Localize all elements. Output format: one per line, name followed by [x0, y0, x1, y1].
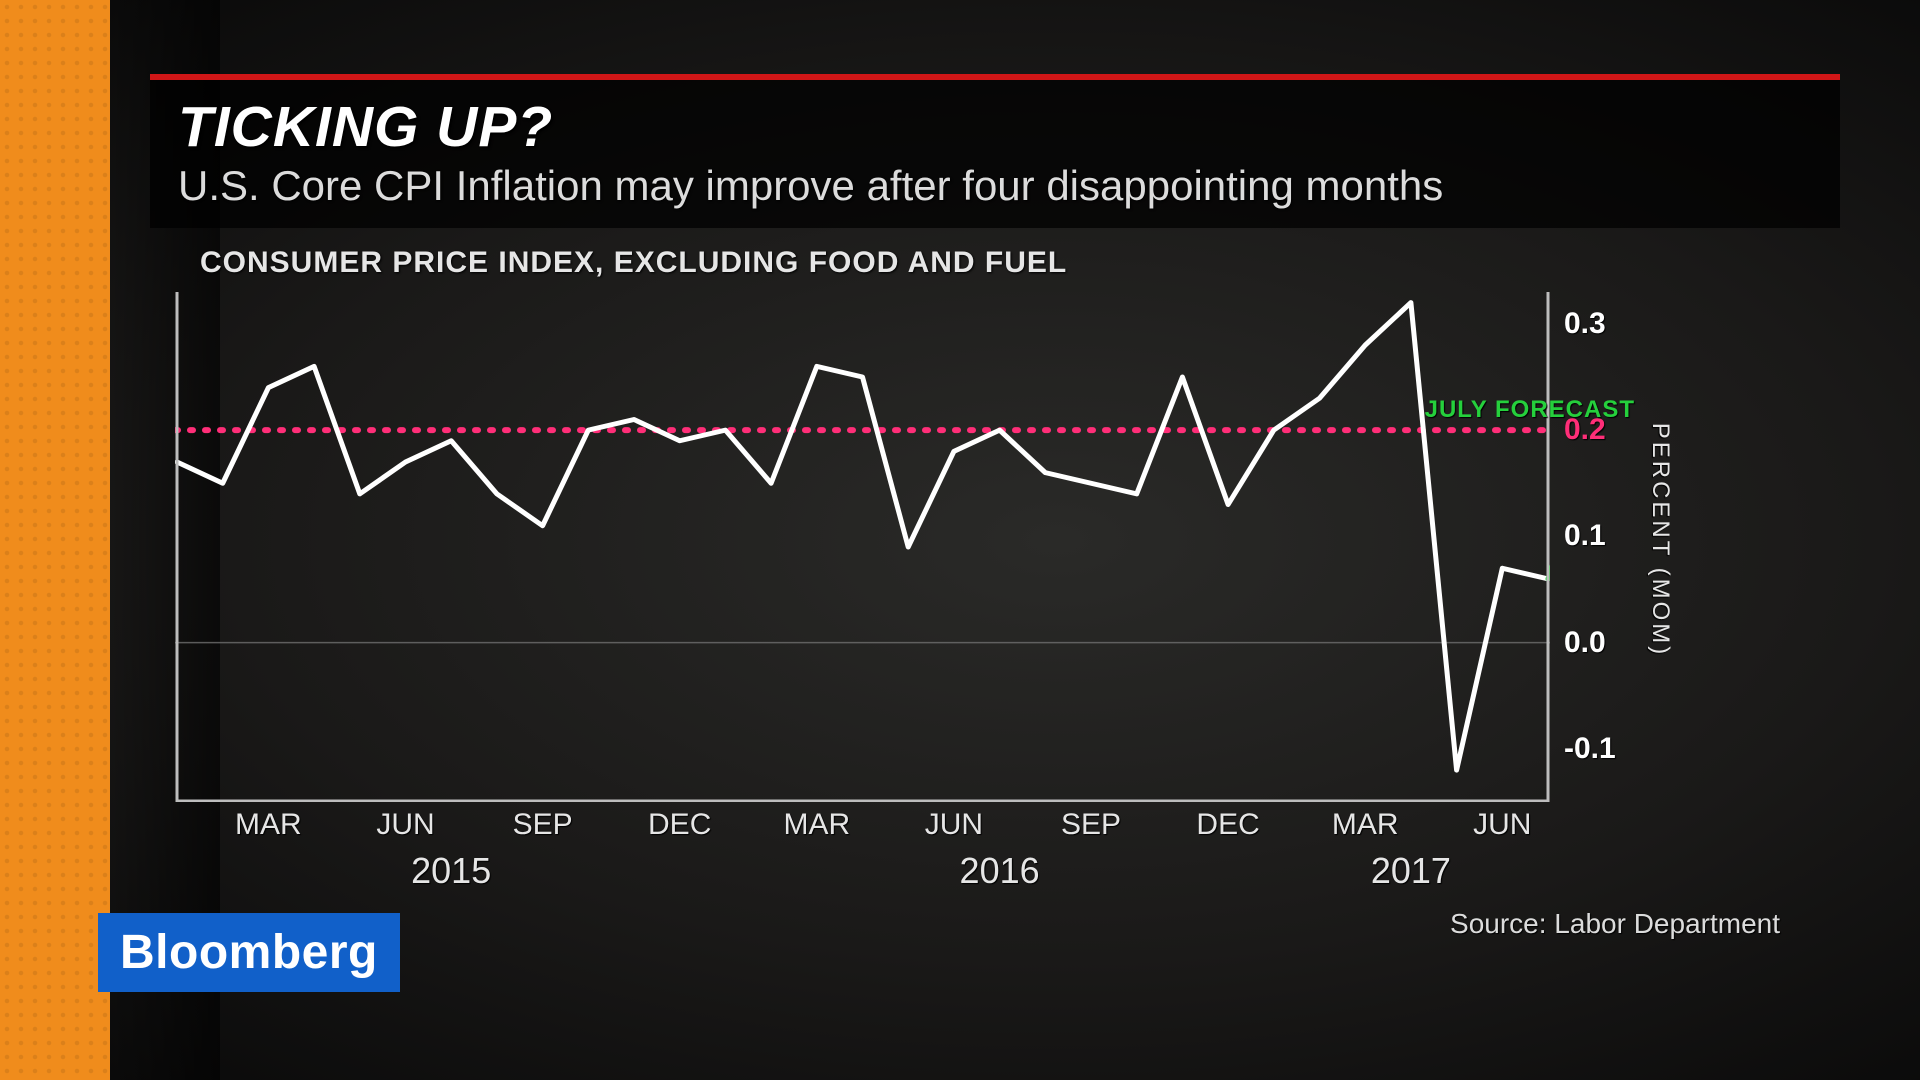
chart-source: Source: Labor Department [1450, 908, 1780, 940]
y-tick: -0.1 [1564, 732, 1616, 766]
forecast-label: JULY FORECAST [1425, 396, 1635, 424]
chart-svg [175, 292, 1550, 802]
x-tick: JUN [1473, 808, 1531, 842]
x-year: 2015 [411, 850, 491, 892]
x-tick: DEC [648, 808, 711, 842]
x-tick: SEP [1061, 808, 1121, 842]
left-accent-strip [0, 0, 110, 1080]
x-tick: JUN [925, 808, 983, 842]
x-tick: MAR [235, 808, 302, 842]
y-tick: 0.0 [1564, 626, 1606, 660]
bloomberg-logo: Bloomberg [98, 913, 400, 992]
y-tick: 0.3 [1564, 307, 1606, 341]
x-tick: SEP [513, 808, 573, 842]
x-year: 2016 [960, 850, 1040, 892]
y-tick: 0.1 [1564, 519, 1606, 553]
x-tick: JUN [376, 808, 434, 842]
y-axis: -0.10.00.10.20.3 [1560, 292, 1640, 802]
page-subtitle: U.S. Core CPI Inflation may improve afte… [178, 162, 1812, 210]
x-tick: DEC [1196, 808, 1259, 842]
x-tick: MAR [1332, 808, 1399, 842]
y-axis-label: PERCENT (MOM) [1646, 423, 1674, 658]
x-year: 2017 [1371, 850, 1451, 892]
title-bar: TICKING UP? U.S. Core CPI Inflation may … [150, 80, 1840, 228]
chart-subtitle: CONSUMER PRICE INDEX, EXCLUDING FOOD AND… [200, 246, 1067, 280]
x-tick: MAR [783, 808, 850, 842]
page-title: TICKING UP? [178, 94, 1812, 160]
chart-plot-area [175, 292, 1550, 802]
